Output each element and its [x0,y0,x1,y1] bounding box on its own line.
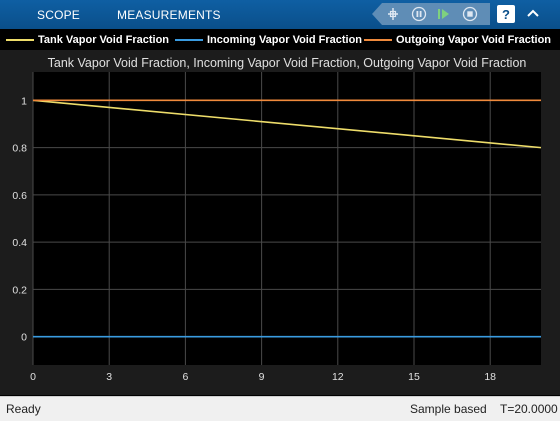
x-tick-label: 0 [30,371,36,383]
x-tick-label: 3 [106,371,112,383]
x-tick-label: 18 [484,371,496,383]
plot-area [33,72,541,365]
plot-panel: Tank Vapor Void Fraction, Incoming Vapor… [0,50,560,395]
legend-label: Outgoing Vapor Void Fraction [396,33,552,46]
y-tick-label: 1 [21,95,27,107]
simulation-controls [372,3,490,25]
scope-plot[interactable]: Tank Vapor Void Fraction, Incoming Vapor… [0,50,560,395]
legend-swatch [364,38,392,41]
pause-icon[interactable] [410,5,428,23]
y-tick-label: 0.6 [12,190,27,202]
legend-item-outgoing[interactable]: Outgoing Vapor Void Fraction [364,29,551,50]
stop-icon[interactable] [461,5,479,23]
y-tick-label: 0.8 [12,143,27,155]
scope-toolbar: SCOPE MEASUREMENTS ? [0,0,560,29]
x-tick-label: 9 [259,371,265,383]
status-time: T=20.0000 [500,402,558,416]
y-tick-label: 0.4 [12,237,27,249]
x-tick-label: 15 [408,371,420,383]
step-forward-icon[interactable] [435,5,453,23]
x-tick-label: 12 [332,371,344,383]
legend-item-tank[interactable]: Tank Vapor Void Fraction [6,29,169,50]
y-tick-label: 0.2 [12,284,27,296]
status-state: Ready [6,402,41,416]
series-line-0 [32,99,542,149]
chart-title: Tank Vapor Void Fraction, Incoming Vapor… [48,56,527,70]
legend-item-incoming[interactable]: Incoming Vapor Void Fraction [175,29,362,50]
x-tick-label: 6 [182,371,188,383]
status-mode: Sample based [410,402,487,416]
legend-label: Incoming Vapor Void Fraction [207,33,363,46]
highlight-signal-icon[interactable] [384,5,402,23]
tab-scope[interactable]: SCOPE [37,8,81,22]
expand-toolstrip-icon[interactable] [524,5,542,23]
legend-label: Tank Vapor Void Fraction [38,33,170,46]
legend-swatch [6,38,34,41]
plot-legend: Tank Vapor Void Fraction Incoming Vapor … [0,29,560,50]
help-icon[interactable]: ? [497,5,515,23]
y-tick-label: 0 [21,332,27,344]
tab-measurements[interactable]: MEASUREMENTS [117,8,221,22]
legend-swatch [175,38,203,41]
status-bar: Ready Sample based T=20.0000 [0,396,560,421]
